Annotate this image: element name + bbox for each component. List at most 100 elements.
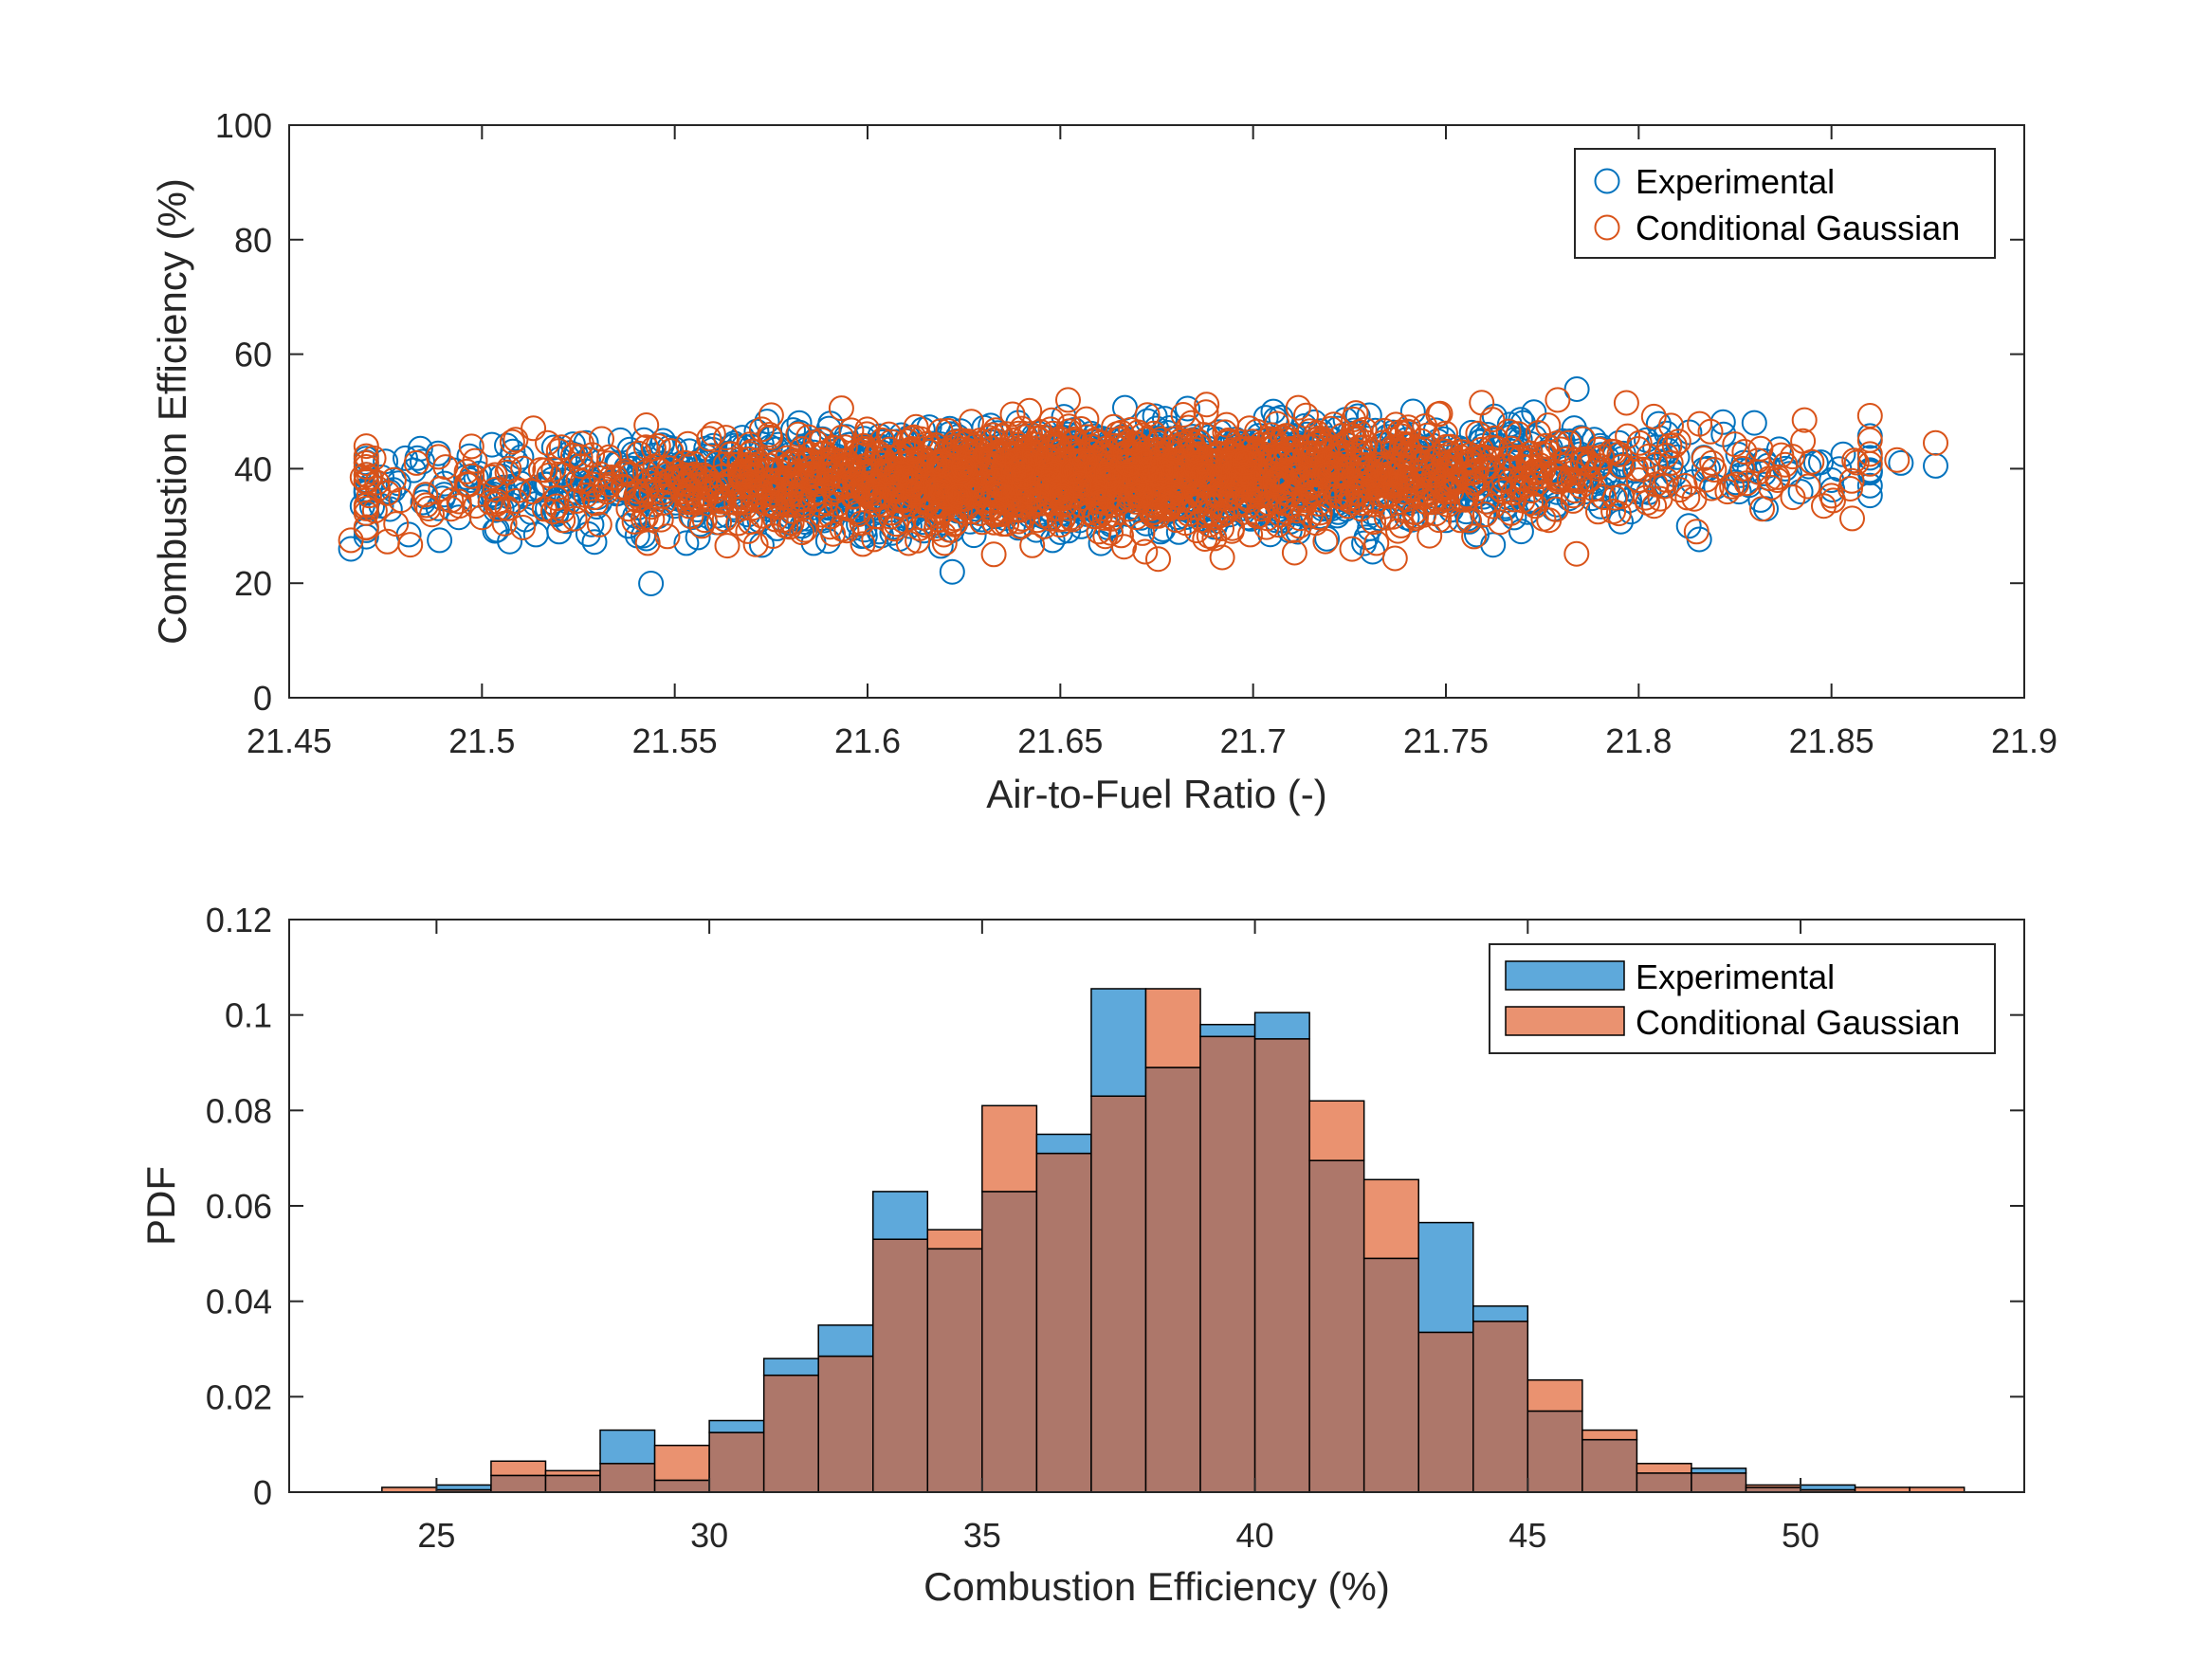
scatter-point xyxy=(700,421,726,447)
histogram-bar-overlap xyxy=(1526,1410,1583,1493)
scatter-point xyxy=(712,451,739,478)
scatter-point xyxy=(725,510,752,537)
scatter-point xyxy=(1154,464,1180,490)
scatter-point xyxy=(1246,477,1272,503)
histogram-y-tick-label: 0.1 xyxy=(225,996,272,1035)
scatter-point xyxy=(463,493,489,520)
scatter-point xyxy=(499,428,525,455)
scatter-point xyxy=(675,430,701,457)
scatter-point xyxy=(1134,402,1161,428)
scatter-point xyxy=(773,465,799,491)
scatter-point xyxy=(1277,436,1304,462)
scatter-x-tick-label: 21.9 xyxy=(1991,721,2057,760)
histogram-bar-gaussian xyxy=(544,1469,601,1477)
scatter-point xyxy=(1635,489,1661,516)
scatter-point xyxy=(1189,462,1216,488)
histogram-bars xyxy=(381,988,1965,1493)
scatter-point xyxy=(822,435,849,462)
scatter-point xyxy=(1388,512,1415,538)
scatter-point xyxy=(959,482,985,508)
scatter-point xyxy=(1674,484,1701,511)
scatter-point xyxy=(1366,455,1393,482)
scatter-point xyxy=(1016,397,1043,424)
scatter-point xyxy=(1481,403,1508,429)
scatter-point xyxy=(1163,507,1190,534)
scatter-point xyxy=(1209,544,1235,571)
scatter-point xyxy=(545,438,572,465)
scatter-point xyxy=(1363,530,1390,556)
scatter-point xyxy=(1515,448,1542,474)
scatter-point xyxy=(1264,410,1290,437)
histogram-bar-gaussian xyxy=(1362,1178,1419,1260)
histogram-x-tick-label: 45 xyxy=(1508,1516,1546,1555)
scatter-point xyxy=(1764,464,1791,490)
scatter-point xyxy=(650,489,677,516)
histogram-bar-gaussian xyxy=(1308,1100,1365,1161)
scatter-axes-box xyxy=(288,124,2025,699)
scatter-point xyxy=(1780,444,1805,470)
scatter-point xyxy=(941,511,968,538)
scatter-point xyxy=(1563,376,1590,402)
scatter-point xyxy=(1472,501,1498,528)
scatter-point xyxy=(1795,473,1821,500)
histogram-bar-overlap xyxy=(1199,1035,1256,1493)
scatter-point xyxy=(1719,473,1746,500)
scatter-point xyxy=(1224,443,1251,469)
scatter-point xyxy=(1183,454,1210,481)
scatter-point xyxy=(1176,463,1202,489)
scatter-point xyxy=(1285,394,1311,421)
scatter-point xyxy=(945,483,972,510)
scatter-point xyxy=(1338,484,1364,511)
histogram-bar-experimental xyxy=(708,1419,765,1433)
scatter-point xyxy=(1062,426,1088,452)
scatter-point xyxy=(691,486,718,513)
scatter-point xyxy=(1791,407,1818,433)
scatter-point xyxy=(1841,447,1868,474)
scatter-point xyxy=(949,467,976,493)
scatter-point xyxy=(999,401,1026,428)
scatter-point xyxy=(1035,445,1062,470)
scatter-point xyxy=(1856,472,1883,499)
scatter-point xyxy=(821,451,848,477)
histogram-bar-overlap xyxy=(1636,1472,1692,1493)
histogram-y-tick-label: 0.02 xyxy=(206,1377,272,1416)
scatter-point xyxy=(1629,456,1655,483)
scatter-point xyxy=(1091,504,1118,531)
scatter-point xyxy=(1427,400,1453,427)
scatter-point xyxy=(899,426,924,452)
histogram-bar-overlap xyxy=(1691,1472,1747,1493)
histogram-bar-overlap xyxy=(653,1479,710,1493)
scatter-point xyxy=(1290,454,1317,481)
scatter-point xyxy=(356,483,382,509)
histogram-legend-label-experimental: Experimental xyxy=(1636,957,1835,996)
scatter-point xyxy=(927,418,954,445)
scatter-point xyxy=(706,509,732,536)
scatter-point xyxy=(786,410,813,436)
scatter-point xyxy=(1132,538,1159,565)
scatter-point xyxy=(1545,387,1571,413)
histogram-y-tick-label: 0.04 xyxy=(206,1283,272,1322)
scatter-point xyxy=(631,459,658,485)
scatter-ticks: 21.45 21.5 21.55 21.6 21.65 21.7 21.75 21.8 21.8… xyxy=(215,106,2057,760)
scatter-point xyxy=(1399,444,1426,469)
scatter-point xyxy=(1055,387,1081,413)
scatter-point xyxy=(428,476,454,502)
scatter-point xyxy=(1313,462,1340,488)
histogram-bar-gaussian xyxy=(1144,988,1201,1068)
histogram-bar-gaussian xyxy=(1526,1378,1583,1413)
histogram-x-tick-label: 25 xyxy=(417,1516,455,1555)
scatter-point xyxy=(633,412,660,438)
scatter-point xyxy=(496,455,522,482)
histogram-x-tick-label: 40 xyxy=(1236,1516,1274,1555)
scatter-point xyxy=(1565,468,1592,494)
scatter-point xyxy=(987,474,1014,501)
scatter-point xyxy=(353,514,379,540)
scatter-point xyxy=(1839,505,1865,532)
histogram-bar-experimental xyxy=(1253,1012,1310,1040)
scatter-point xyxy=(877,503,904,530)
scatter-point xyxy=(479,464,505,490)
scatter-point xyxy=(1819,483,1845,509)
scatter-legend-marker-gaussian xyxy=(1594,214,1620,241)
scatter-point xyxy=(577,475,604,501)
scatter-point xyxy=(1145,546,1171,573)
